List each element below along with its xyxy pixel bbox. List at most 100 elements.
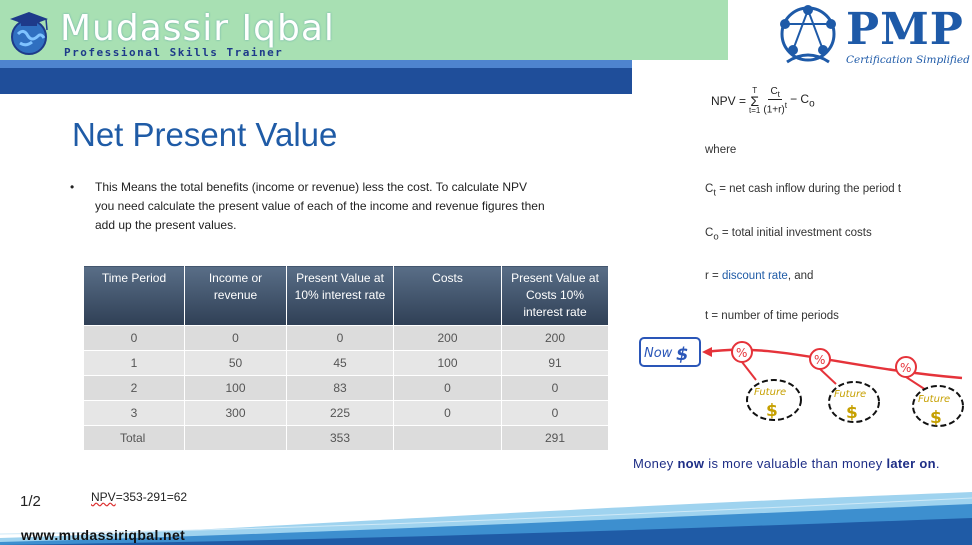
table-cell: 0	[286, 325, 394, 351]
now-label: Now	[644, 346, 673, 361]
bullet-icon: •	[70, 180, 75, 194]
future-cloud-icon	[828, 381, 880, 423]
table-cell: 300	[184, 400, 287, 426]
header-stripe-highlight	[0, 60, 632, 68]
table-row: 0 0 0 200 200	[83, 325, 609, 351]
table-header-row: Time Period Income or revenue Present Va…	[83, 265, 609, 326]
def-t: t = number of time periods	[705, 310, 839, 322]
co-sub: o	[713, 231, 719, 243]
slide-title: Net Present Value	[72, 116, 338, 153]
table-row: 2 100 83 0 0	[83, 375, 609, 401]
denominator: (1+r)	[763, 104, 785, 116]
table-row: 1 50 45 100 91	[83, 350, 609, 376]
website-link[interactable]: www.mudassiriqbal.net	[21, 527, 186, 543]
table-cell	[184, 425, 287, 451]
money-end: .	[935, 456, 940, 471]
percent-1: %	[736, 346, 747, 360]
table-cell	[393, 425, 502, 451]
sigma-icon: T Σ t=1	[749, 85, 761, 115]
npv-formula: NPV = T Σ t=1 Ct (1+r)t − Co	[711, 86, 815, 115]
table-cell: 225	[286, 400, 394, 426]
col-header-pv-costs: Present Value at Costs 10% interest rate	[501, 265, 609, 326]
future-label-1: Future	[754, 387, 786, 398]
now-dollar: $	[676, 344, 689, 365]
col-header-income: Income or revenue	[184, 265, 287, 326]
page-number: 1/2	[20, 493, 41, 510]
sum-lower-limit: t=1	[749, 105, 761, 115]
table-cell: 0	[83, 325, 185, 351]
brand-tagline: Professional Skills Trainer	[64, 46, 284, 59]
table-cell: 0	[184, 325, 287, 351]
graduation-globe-icon	[10, 12, 48, 55]
def-r: r = discount rate, and	[705, 270, 813, 282]
table-cell: 91	[501, 350, 609, 376]
future-cloud-icon	[912, 385, 964, 427]
formula-minus: − C	[790, 91, 810, 106]
r-prefix: r =	[705, 270, 719, 282]
npv-result: NPV=353-291=62	[91, 490, 187, 504]
future-label-2: Future	[834, 389, 866, 400]
table-cell: 0	[393, 375, 502, 401]
npv-result-prefix: NPV	[91, 490, 116, 504]
money-part2: is more valuable than money	[704, 456, 887, 471]
table-cell: 0	[501, 375, 609, 401]
total-pv-income: 353	[286, 425, 394, 451]
co-text: = total initial investment costs	[721, 227, 872, 239]
npv-table: Time Period Income or revenue Present Va…	[83, 265, 609, 451]
table-cell: 1	[83, 350, 185, 376]
future-dollar-3: $	[930, 408, 942, 428]
ct-sub: t	[713, 187, 716, 199]
formula-fraction: Ct (1+r)t	[763, 86, 787, 115]
money-caption: Money now is more valuable than money la…	[633, 456, 940, 471]
table-cell: 2	[83, 375, 185, 401]
col-header-pv-income: Present Value at 10% interest rate	[286, 265, 394, 326]
table-cell: 0	[501, 400, 609, 426]
bullet-text: This Means the total benefits (income or…	[95, 180, 545, 232]
col-header-time-period: Time Period	[83, 265, 185, 326]
footer-wave	[0, 492, 972, 545]
table-cell: 100	[393, 350, 502, 376]
pmp-subtitle: Certification Simplified	[846, 54, 970, 66]
co-symbol: C	[705, 227, 714, 239]
future-cloud-icon	[746, 379, 802, 421]
ct-text: = net cash inflow during the period t	[719, 183, 902, 195]
formula-minus-sub: o	[809, 98, 815, 110]
money-now: now	[677, 456, 705, 471]
header-band	[0, 0, 728, 60]
money-later: later on	[886, 456, 936, 471]
table-cell: 100	[184, 375, 287, 401]
denominator-sup: t	[784, 100, 788, 110]
ct-symbol: C	[705, 183, 714, 195]
future-dollar-1: $	[766, 401, 778, 421]
formula-lhs: NPV =	[711, 93, 747, 108]
pmp-title: PMP	[846, 4, 964, 55]
pmp-logo-icon	[780, 5, 836, 64]
r-suffix: , and	[787, 270, 814, 282]
table-cell: 83	[286, 375, 394, 401]
sum-upper-limit: T	[752, 85, 758, 95]
numerator: C	[770, 86, 778, 97]
total-label: Total	[83, 425, 185, 451]
percent-3: %	[900, 361, 911, 375]
table-cell: 45	[286, 350, 394, 376]
numerator-sub: t	[777, 89, 780, 99]
def-ct: Ct = net cash inflow during the period t	[705, 183, 901, 198]
brand-name: Mudassir Iqbal	[60, 8, 335, 49]
col-header-costs: Costs	[393, 265, 502, 326]
def-where: where	[705, 144, 737, 156]
now-box	[639, 337, 701, 367]
future-dollar-2: $	[846, 403, 858, 423]
table-cell: 0	[393, 400, 502, 426]
table-cell: 3	[83, 400, 185, 426]
formula-panel	[632, 68, 972, 330]
total-pv-costs: 291	[501, 425, 609, 451]
arrow-head-icon	[702, 347, 712, 357]
table-total-row: Total 353 291	[83, 425, 609, 451]
npv-result-rest: =353-291=62	[115, 490, 188, 504]
discount-rate-link[interactable]: discount rate	[721, 270, 788, 282]
table-row: 3 300 225 0 0	[83, 400, 609, 426]
table-cell: 200	[501, 325, 609, 351]
table-cell: 50	[184, 350, 287, 376]
table-cell: 200	[393, 325, 502, 351]
percent-2: %	[814, 353, 825, 367]
